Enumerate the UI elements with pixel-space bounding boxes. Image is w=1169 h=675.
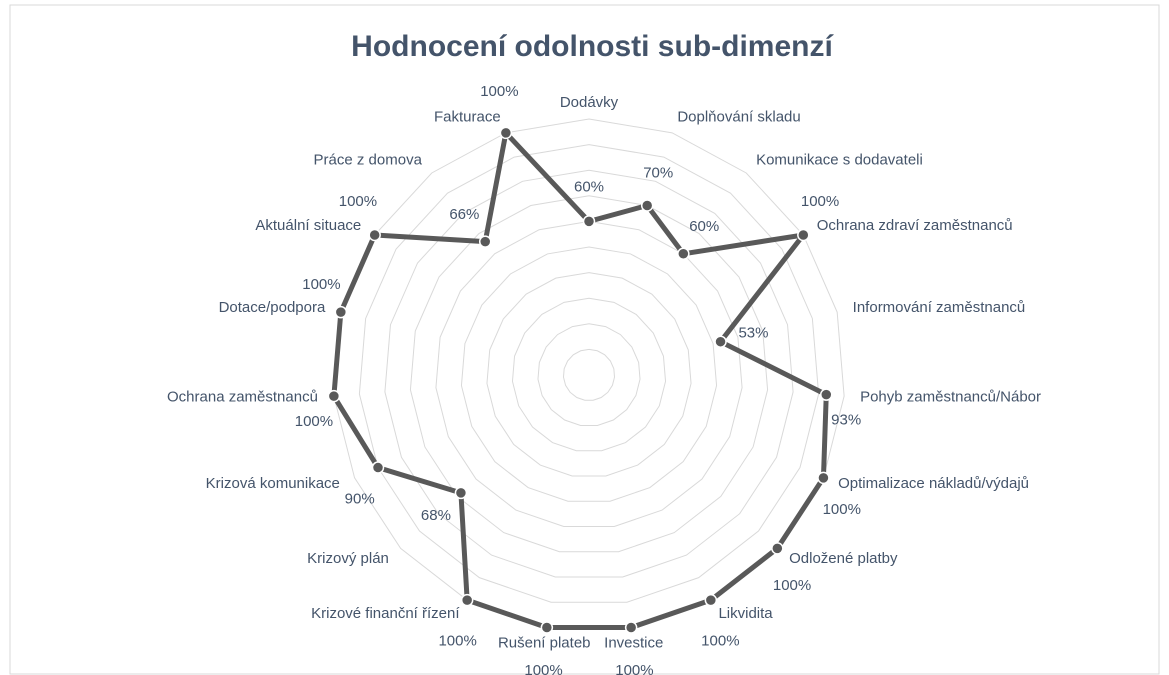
value-label: 68% [421, 507, 451, 524]
grid-ring [486, 272, 692, 477]
data-point [460, 593, 474, 607]
data-point [540, 621, 554, 634]
category-label: Investice [604, 634, 663, 651]
grid-ring [384, 169, 794, 578]
category-label: Ochrana zdraví zaměstnanců [817, 217, 1013, 234]
data-point [454, 486, 468, 500]
data-point [704, 593, 718, 607]
value-label: 90% [345, 491, 375, 508]
grid-ring [409, 195, 769, 553]
data-point [334, 305, 348, 319]
value-label: 100% [302, 276, 340, 293]
value-label: 100% [524, 662, 562, 675]
data-point [820, 388, 833, 401]
value-label: 66% [449, 206, 479, 223]
value-label: 100% [438, 633, 476, 650]
chart-title: Hodnocení odolnosti sub-dimenzí [351, 30, 834, 63]
value-label: 60% [689, 218, 719, 235]
grid-ring [460, 246, 718, 502]
chart-frame [9, 4, 1160, 675]
grid-ring [358, 144, 820, 603]
category-label: Rušení plateb [498, 634, 591, 651]
data-point [640, 199, 654, 212]
value-label: 100% [773, 577, 811, 594]
grid-ring [562, 348, 616, 401]
category-label: Krizový plán [307, 550, 389, 567]
value-label: 100% [295, 413, 333, 430]
category-label: Dotace/podpora [219, 299, 326, 316]
data-point [714, 335, 727, 348]
category-label: Práce z domova [314, 151, 423, 168]
value-label: 100% [615, 662, 653, 675]
value-label: 100% [823, 501, 861, 518]
category-label: Likvidita [718, 605, 773, 622]
category-label: Optimalizace nákladů/výdajů [838, 475, 1029, 492]
category-label: Komunikace s dodavateli [756, 151, 923, 168]
data-point [771, 542, 784, 555]
data-point [677, 247, 690, 261]
value-label: 70% [643, 164, 673, 181]
value-label: 93% [831, 411, 861, 428]
category-label: Dodávky [560, 94, 619, 111]
category-label: Ochrana zaměstnanců [167, 388, 318, 405]
data-point [368, 228, 381, 242]
data-point [478, 235, 492, 248]
grid-ring [511, 297, 667, 452]
data-point [797, 228, 810, 242]
category-label: Aktuální situace [255, 217, 361, 234]
value-label: 53% [738, 324, 768, 341]
data-point [499, 126, 513, 140]
category-label: Krizové finanční řízení [311, 605, 460, 622]
value-label: 100% [801, 193, 839, 210]
category-label: Doplňování skladu [677, 109, 800, 126]
value-label: 100% [480, 83, 518, 100]
category-label: Odložené platby [789, 550, 898, 567]
series-line [331, 130, 829, 631]
data-point [624, 621, 638, 634]
value-label: 100% [701, 633, 739, 650]
grid-ring [435, 220, 743, 528]
category-label: Fakturace [434, 109, 501, 126]
value-label: 60% [574, 178, 604, 195]
data-point [327, 389, 341, 403]
data-point [582, 215, 596, 228]
value-label: 100% [339, 193, 377, 210]
data-point [817, 471, 830, 485]
category-label: Informování zaměstnanců [853, 299, 1026, 316]
category-label: Pohyb zaměstnanců/Nábor [860, 388, 1041, 405]
grid-ring [537, 323, 641, 427]
data-point [371, 461, 385, 474]
category-label: Krizová komunikace [206, 475, 340, 492]
